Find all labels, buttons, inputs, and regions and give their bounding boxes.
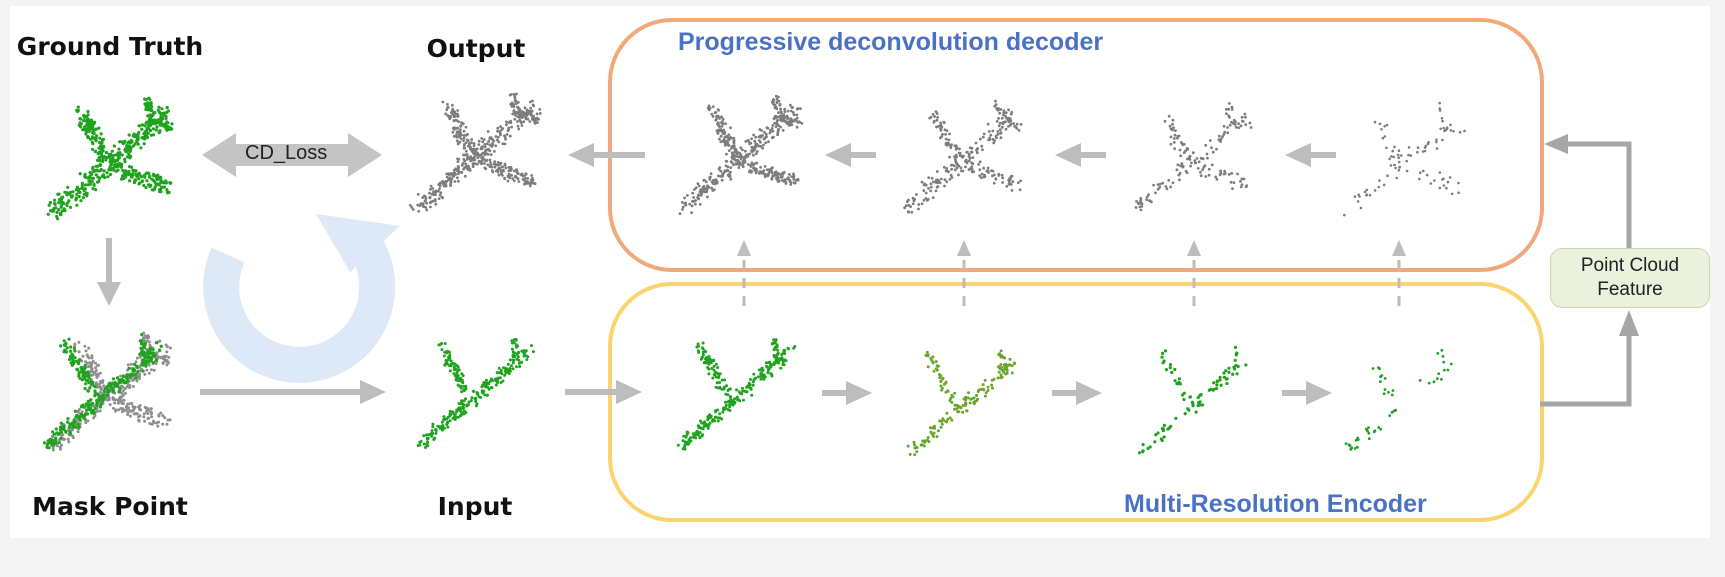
skip-arrow-3 [1187,240,1201,306]
encoder-title: Multi-Resolution Encoder [1124,490,1427,518]
mask-point-green-cloud [42,333,163,450]
encoder-level-3-cloud [1137,345,1248,455]
encoder-level-4-cloud [1344,348,1453,451]
output-cloud [408,92,542,213]
decoder-to-output-arrow [568,143,645,167]
mask-to-input-arrow [200,380,386,404]
decoder-level-4-cloud [1343,101,1466,217]
encoder-level-2-cloud [906,349,1016,457]
skip-arrow-2 [957,240,971,306]
encoder-to-feature-path [1540,310,1639,407]
cd-loss-arrow [202,133,382,177]
encoder-arrow-2 [1052,381,1102,405]
mask-point-label: Mask Point [32,492,188,521]
point-cloud-feature-box: Point Cloud Feature [1550,248,1710,308]
encoder-arrow-3 [1282,381,1332,405]
input-to-encoder-arrow [565,380,642,404]
cd-loss-label: CD_Loss [245,142,328,164]
ground-truth-label: Ground Truth [16,32,204,61]
cycle-arrow-icon [203,214,400,383]
encoder-level-1-cloud [676,338,797,451]
decoder-level-1-cloud [678,94,804,216]
output-label: Output [426,34,526,63]
feature-line-2: Feature [1597,279,1663,300]
gt-to-mask-arrow [97,238,121,306]
skip-arrow-4 [1392,240,1406,306]
encoder-arrow-1 [822,381,872,405]
feature-to-decoder-path [1544,134,1632,248]
decoder-title: Progressive deconvolution decoder [678,28,1104,56]
decoder-level-3-cloud [1134,102,1253,212]
skip-arrow-1 [737,240,751,306]
ground-truth-cloud [46,96,174,221]
decoder-arrow-3 [1285,143,1336,167]
input-label: Input [437,492,513,521]
decoder-level-2-cloud [903,99,1023,214]
input-cloud [416,338,535,449]
decoder-box [608,18,1544,272]
decoder-arrow-2 [1055,143,1106,167]
decoder-arrow-1 [825,143,876,167]
feature-line-1: Point Cloud [1580,255,1680,276]
point-clouds [42,92,1466,457]
